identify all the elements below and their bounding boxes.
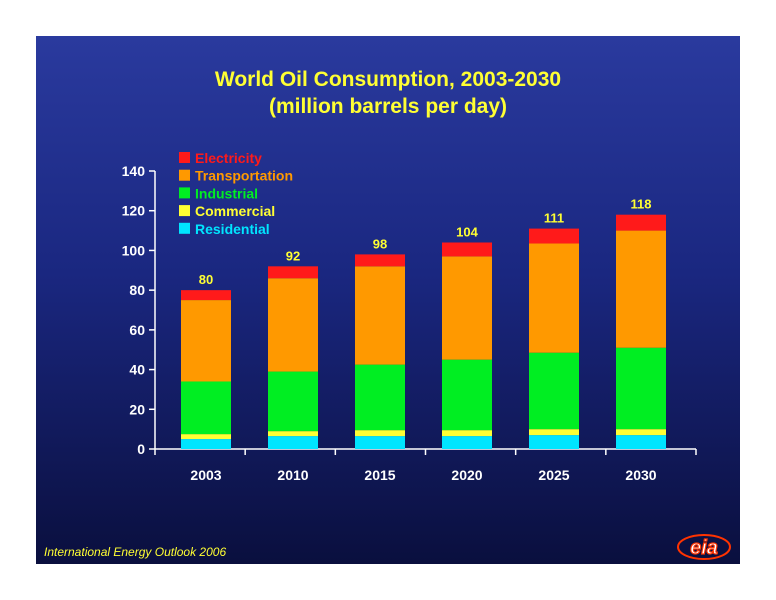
legend-label-electricity: Electricity (195, 150, 262, 166)
y-tick-label: 120 (122, 203, 146, 219)
source-note: International Energy Outlook 2006 (44, 545, 227, 559)
legend-label-industrial: Industrial (195, 185, 258, 201)
y-tick-label: 0 (137, 441, 145, 457)
bar-segment-industrial (529, 352, 579, 430)
slide-background: World Oil Consumption, 2003-2030 (millio… (36, 36, 740, 564)
x-tick-label: 2025 (538, 467, 569, 483)
bar-segment-residential (268, 436, 318, 449)
chart-title: World Oil Consumption, 2003-2030 (millio… (36, 66, 740, 120)
bar-segment-commercial (616, 429, 666, 436)
x-tick-label: 2030 (625, 467, 656, 483)
bar-total-label: 80 (199, 272, 213, 287)
chart-bars: 80 92 98 104 111 118 (181, 197, 666, 449)
y-tick-label: 20 (129, 401, 145, 417)
bar-segment-electricity (529, 228, 579, 244)
bar-segment-industrial (268, 371, 318, 432)
bar-segment-transportation (442, 256, 492, 360)
bar-segment-industrial (355, 364, 405, 431)
bar-segment-residential (355, 436, 405, 449)
y-tick-label: 40 (129, 362, 145, 378)
y-tick-label: 60 (129, 322, 145, 338)
legend-swatch-transportation (179, 169, 190, 181)
bar-total-label: 92 (286, 248, 300, 263)
chart-title-line2: (million barrels per day) (268, 95, 508, 118)
legend-swatch-residential (179, 222, 190, 234)
bar-segment-commercial (181, 434, 231, 440)
bar-segment-electricity (268, 266, 318, 279)
bar-segment-commercial (529, 429, 579, 436)
bar-segment-residential (616, 435, 666, 449)
chart-title-line1: World Oil Consumption, 2003-2030 (214, 68, 562, 91)
bar-segment-electricity (355, 254, 405, 267)
x-tick-label: 2010 (277, 467, 308, 483)
x-tick-label: 2020 (451, 467, 482, 483)
legend-label-residential: Residential (195, 221, 270, 237)
chart-axes: 0 20 40 60 80 100 120 140 2003 2010 2015 2020 2025 20… (122, 163, 697, 483)
bar-segment-industrial (616, 347, 666, 430)
y-tick-label: 100 (122, 242, 146, 258)
bar-segment-transportation (529, 243, 579, 353)
bar-total-label: 118 (631, 197, 652, 212)
bar-segment-residential (529, 435, 579, 449)
bar-segment-residential (181, 439, 231, 449)
eia-logo-text: eia (690, 537, 718, 559)
legend-swatch-commercial (179, 205, 190, 217)
bar-segment-transportation (268, 278, 318, 372)
bar-segment-residential (442, 436, 492, 449)
legend-label-transportation: Transportation (195, 168, 293, 184)
legend-swatch-electricity (179, 152, 190, 163)
bar-segment-electricity (442, 242, 492, 257)
bar-segment-transportation (181, 300, 231, 382)
bar-segment-electricity (181, 290, 231, 301)
bar-segment-industrial (181, 381, 231, 435)
bar-segment-industrial (442, 359, 492, 431)
bar-segment-commercial (355, 430, 405, 437)
bar-segment-commercial (268, 431, 318, 437)
bar-segment-transportation (355, 266, 405, 365)
chart-svg: 0 20 40 60 80 100 120 140 2003 2010 2015 2020 2025 20… (122, 150, 697, 483)
eia-logo: eia (677, 534, 731, 560)
bar-total-label: 104 (456, 224, 478, 239)
bar-segment-commercial (442, 430, 492, 437)
y-tick-label: 140 (122, 163, 146, 179)
y-tick-label: 80 (129, 282, 145, 298)
legend-label-commercial: Commercial (195, 203, 275, 219)
legend-swatch-industrial (179, 187, 190, 199)
bar-segment-transportation (616, 230, 666, 348)
bar-segment-electricity (616, 214, 666, 231)
x-tick-label: 2003 (190, 467, 221, 483)
x-tick-label: 2015 (364, 467, 395, 483)
bar-total-label: 111 (544, 211, 564, 226)
bar-total-label: 98 (373, 236, 387, 251)
